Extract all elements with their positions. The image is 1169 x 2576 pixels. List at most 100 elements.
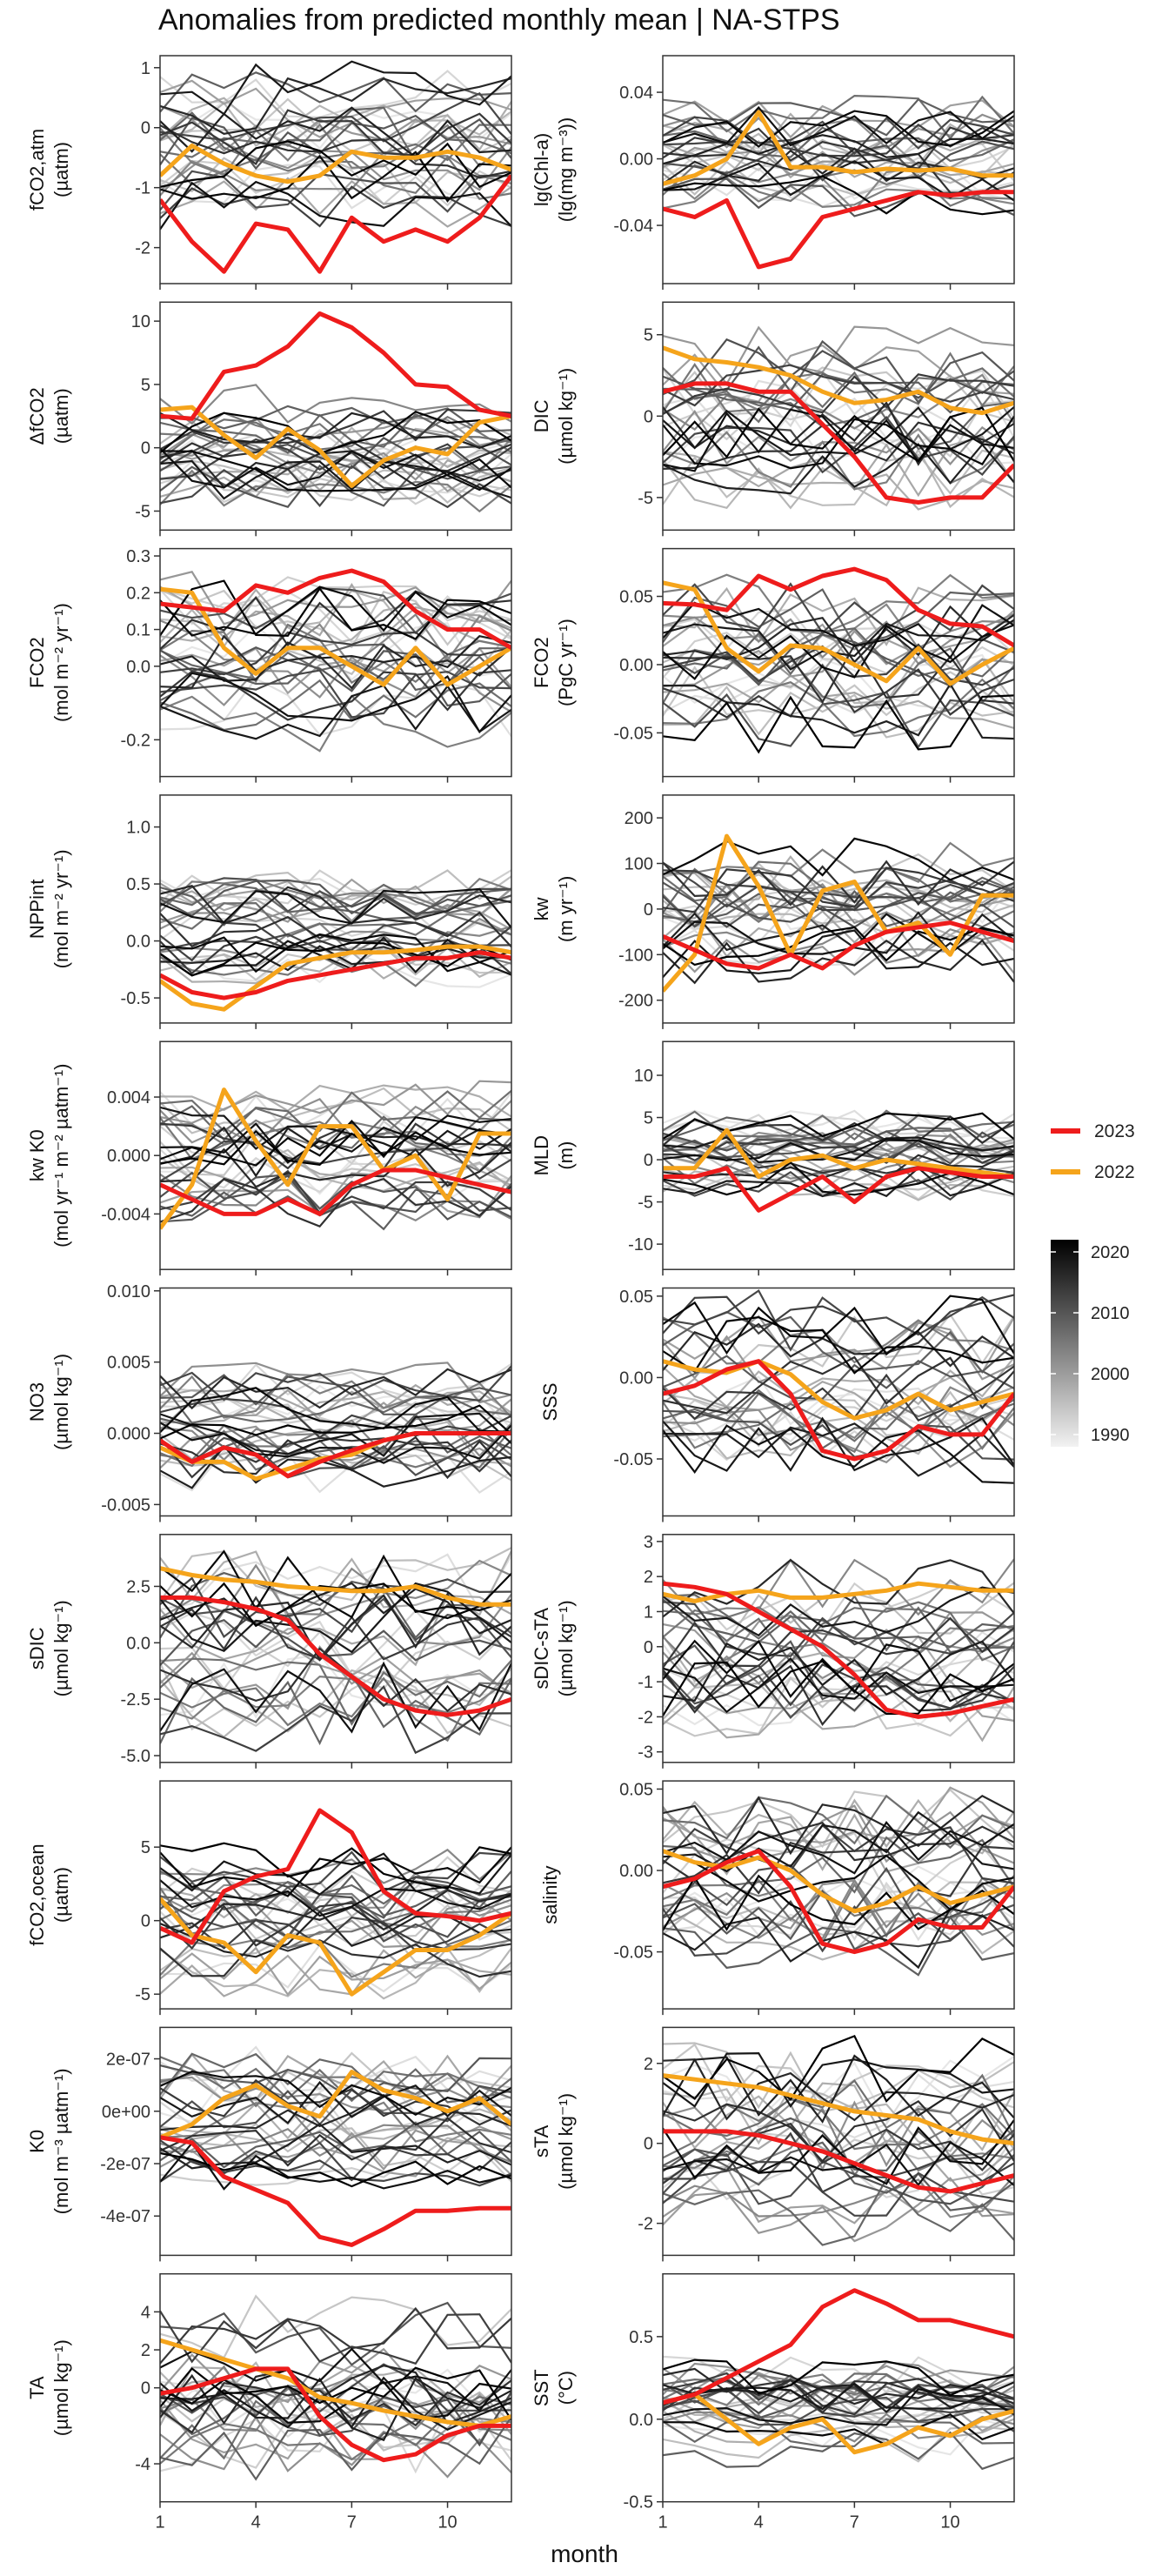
y-axis-label-line: (PgC yr⁻¹) [555,619,577,706]
history-line [160,1850,511,1893]
history-line [160,408,511,451]
history-line [663,175,1014,216]
y-axis-label: MLD (m) [531,1135,577,1175]
y-axis-label: fCO2,atm (µatm) [26,129,72,211]
history-line [663,2119,1014,2185]
history-line [663,619,1014,671]
history-line [160,1613,511,1666]
y-tick-label: 0 [644,2135,653,2154]
history-line [160,1444,511,1489]
history-line [663,1366,1014,1417]
y-axis-label-line: (mol m⁻² yr⁻¹) [50,603,72,722]
history-line [663,1390,1014,1448]
colorbar-label-2000: 2000 [1091,1365,1130,1384]
y-tick-label: 0.1 [126,621,150,640]
y-axis-label-line: SSS [539,1382,561,1421]
history-line [663,1660,1014,1716]
y-tick-label: -2e-07 [100,2155,150,2174]
panel-9: -0.004 0.000 0.004 kw K0 (mol yr⁻¹ m⁻² µatm⁻… [26,1040,512,1276]
history-line [663,99,1014,139]
history-line [160,1547,511,1602]
history-line [160,887,511,929]
y-tick-label: -5 [135,502,150,521]
y-tick-label: 0.00 [619,1368,653,1388]
history-line [160,1362,511,1408]
y-axis-label-line: FCO2 [531,637,552,688]
history-line [160,1647,511,1713]
history-line [663,2082,1014,2151]
history-line [160,1684,511,1755]
y-tick-label: 200 [625,809,653,828]
y-axis-label-line: (µmol kg⁻¹) [50,1600,72,1696]
history-line [160,1876,511,1919]
history-line [160,1893,511,1943]
panel-16: -0.05 0.00 0.05 salinity [539,1780,1015,2016]
y-tick-label: 10 [634,1067,653,1086]
y-axis-label: FCO2 (mol m⁻² yr⁻¹) [26,603,72,722]
y-tick-label: -0.05 [613,724,653,743]
history-line [160,1549,511,1619]
y-tick-label: -200 [618,992,653,1011]
history-line [663,1315,1014,1375]
y-axis-label-line: salinity [539,1865,561,1924]
y-tick-label: 0 [141,2379,150,2399]
history-line [160,445,511,480]
history-line [160,1842,511,1890]
history-line [663,421,1014,470]
legend-label-2023: 2023 [1094,1121,1135,1141]
series-line-2022 [160,1087,511,1230]
history-line [160,1917,511,1952]
history-line [663,1841,1014,1897]
history-line [663,1874,1014,1931]
panel-8: -200 -100 0 100 200 kw (m yr⁻¹) [531,794,1015,1029]
series-line-2023 [663,566,1014,648]
history-line [663,435,1014,498]
series-line-2022 [160,1897,511,1997]
history-line [663,2372,1014,2409]
history-line [160,2125,511,2172]
history-line [160,416,511,457]
history-line [160,877,511,913]
y-tick-label: 2 [141,2341,150,2360]
y-axis-label-line: (µmol kg⁻¹) [50,2339,72,2436]
history-line [663,1683,1014,1743]
history-line [663,1139,1014,1164]
history-line [160,1126,511,1178]
plot-area [663,325,1014,511]
series-line-2022 [160,1566,511,1607]
panel-frame [662,1040,1015,1270]
y-axis-label: kw (m yr⁻¹) [531,876,577,942]
history-line [160,2301,511,2366]
y-tick-label: 5 [644,326,653,345]
plot-area [663,566,1014,754]
history-line [160,1949,511,1997]
history-line [160,936,511,977]
history-line [663,653,1014,713]
series-line-2023 [160,1431,511,1479]
y-axis-label-line: sDIC-sTA [531,1608,552,1689]
y-tick-label: -5.0 [121,1747,150,1766]
history-line [160,631,511,676]
history-line [663,841,1014,884]
y-tick-label: 4 [141,2303,150,2322]
history-line [160,101,511,158]
plot-area [663,1786,1014,1977]
history-line [160,1661,511,1734]
plot-area [160,869,511,1012]
history-line [160,643,511,702]
y-tick-label: 0.0 [126,658,150,677]
panel-frame [159,1534,512,1763]
y-tick-label: 100 [625,855,653,874]
history-line [663,1598,1014,1649]
history-line [663,1355,1014,1415]
y-axis-label-line: (µmol kg⁻¹) [50,1354,72,1450]
y-tick-label: 0.010 [107,1282,150,1301]
series-line-2022 [160,944,511,1012]
y-tick-label: -0.005 [101,1495,150,1515]
history-line [160,1381,511,1425]
history-line [160,672,511,734]
y-tick-label: -4e-07 [100,2207,150,2226]
history-line [663,837,1014,881]
history-line [160,1362,511,1404]
y-axis-label: DIC (µmol kg⁻¹) [531,368,577,465]
